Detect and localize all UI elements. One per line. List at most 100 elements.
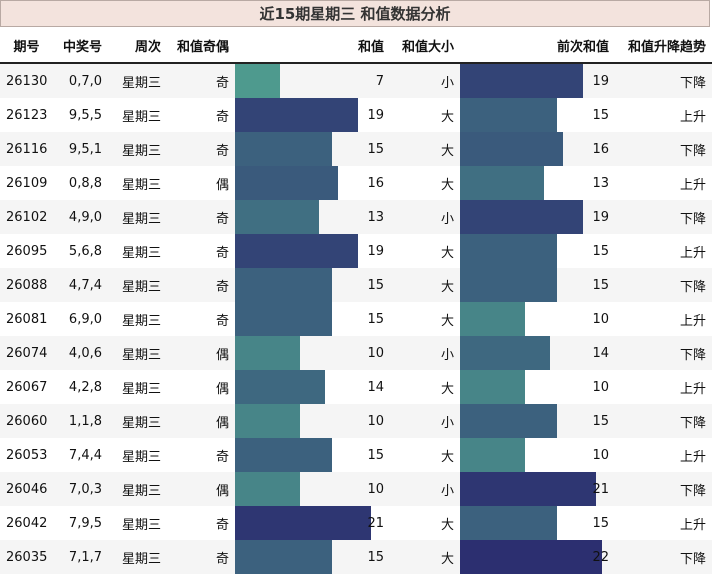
- prev-sum-cell: 14: [460, 336, 615, 370]
- parity-cell: 奇: [167, 63, 235, 98]
- sum-value: 16: [367, 175, 384, 191]
- prev-sum-cell: 19: [460, 63, 615, 98]
- parity-cell: 偶: [167, 404, 235, 438]
- weekday-cell: 星期三: [108, 268, 167, 302]
- prev-sum-cell: 10: [460, 302, 615, 336]
- sum-bar: [235, 404, 300, 438]
- weekday-cell: 星期三: [108, 234, 167, 268]
- size-cell: 大: [390, 98, 460, 132]
- weekday-cell: 星期三: [108, 166, 167, 200]
- table-row: 26042 7,9,5 星期三奇 21 大 15 上升: [0, 506, 712, 540]
- weekday-cell: 星期三: [108, 98, 167, 132]
- numbers-cell: 6,9,0: [53, 302, 108, 336]
- header-sum: 和值: [235, 28, 390, 64]
- sum-cell: 16: [235, 166, 390, 200]
- weekday-cell: 星期三: [108, 404, 167, 438]
- trend-cell: 下降: [615, 472, 712, 506]
- size-cell: 小: [390, 472, 460, 506]
- numbers-cell: 7,0,3: [53, 472, 108, 506]
- sum-bar: [235, 336, 300, 370]
- numbers-cell: 7,4,4: [53, 438, 108, 472]
- trend-cell: 下降: [615, 540, 712, 574]
- parity-cell: 奇: [167, 132, 235, 166]
- header-trend: 和值升降趋势: [615, 28, 712, 64]
- table-row: 26130 0,7,0 星期三奇 7 小 19 下降: [0, 63, 712, 98]
- sum-bar: [235, 506, 371, 540]
- sum-value: 10: [367, 413, 384, 429]
- sum-value: 19: [367, 243, 384, 259]
- sum-bar: [235, 132, 332, 166]
- numbers-cell: 4,0,6: [53, 336, 108, 370]
- parity-cell: 奇: [167, 268, 235, 302]
- sum-value: 13: [367, 209, 384, 225]
- weekday-cell: 星期三: [108, 506, 167, 540]
- issue-cell: 26053: [0, 438, 53, 472]
- numbers-cell: 4,7,4: [53, 268, 108, 302]
- table-row: 26053 7,4,4 星期三奇 15 大 10 上升: [0, 438, 712, 472]
- issue-cell: 26067: [0, 370, 53, 404]
- weekday-cell: 星期三: [108, 370, 167, 404]
- sum-bar: [235, 234, 358, 268]
- prev-sum-cell: 10: [460, 438, 615, 472]
- parity-cell: 奇: [167, 438, 235, 472]
- issue-cell: 26046: [0, 472, 53, 506]
- prev-sum-value: 15: [592, 515, 609, 531]
- sum-bar: [235, 370, 326, 404]
- header-weekday: 周次: [108, 28, 167, 64]
- prev-sum-value: 10: [592, 311, 609, 327]
- trend-cell: 下降: [615, 336, 712, 370]
- issue-cell: 26042: [0, 506, 53, 540]
- prev-sum-bar: [460, 200, 583, 234]
- parity-cell: 奇: [167, 302, 235, 336]
- sum-bar: [235, 438, 332, 472]
- numbers-cell: 7,1,7: [53, 540, 108, 574]
- weekday-cell: 星期三: [108, 302, 167, 336]
- prev-sum-bar: [460, 64, 583, 98]
- sum-value: 15: [367, 311, 384, 327]
- size-cell: 大: [390, 540, 460, 574]
- prev-sum-value: 15: [592, 107, 609, 123]
- trend-cell: 下降: [615, 404, 712, 438]
- prev-sum-bar: [460, 98, 557, 132]
- sum-bar: [235, 540, 332, 574]
- table-row: 26109 0,8,8 星期三偶 16 大 13 上升: [0, 166, 712, 200]
- prev-sum-value: 10: [592, 379, 609, 395]
- size-cell: 大: [390, 234, 460, 268]
- prev-sum-value: 10: [592, 447, 609, 463]
- table-row: 26074 4,0,6 星期三偶 10 小 14 下降: [0, 336, 712, 370]
- size-cell: 大: [390, 506, 460, 540]
- prev-sum-bar: [460, 166, 544, 200]
- header-prev-sum: 前次和值: [460, 28, 615, 64]
- table-row: 26060 1,1,8 星期三偶 10 小 15 下降: [0, 404, 712, 438]
- prev-sum-value: 21: [592, 481, 609, 497]
- sum-cell: 15: [235, 132, 390, 166]
- prev-sum-bar: [460, 404, 557, 438]
- issue-cell: 26123: [0, 98, 53, 132]
- sum-cell: 15: [235, 540, 390, 574]
- trend-cell: 上升: [615, 370, 712, 404]
- numbers-cell: 5,6,8: [53, 234, 108, 268]
- prev-sum-bar: [460, 438, 525, 472]
- header-parity: 和值奇偶: [167, 28, 235, 64]
- parity-cell: 偶: [167, 336, 235, 370]
- prev-sum-value: 15: [592, 277, 609, 293]
- weekday-cell: 星期三: [108, 200, 167, 234]
- sum-value: 7: [375, 73, 384, 89]
- prev-sum-bar: [460, 370, 525, 404]
- header-size: 和值大小: [390, 28, 460, 64]
- size-cell: 大: [390, 132, 460, 166]
- trend-cell: 上升: [615, 506, 712, 540]
- sum-bar: [235, 472, 300, 506]
- prev-sum-cell: 15: [460, 404, 615, 438]
- table-row: 26081 6,9,0 星期三奇 15 大 10 上升: [0, 302, 712, 336]
- trend-cell: 上升: [615, 302, 712, 336]
- sum-bar: [235, 64, 281, 98]
- numbers-cell: 1,1,8: [53, 404, 108, 438]
- issue-cell: 26109: [0, 166, 53, 200]
- weekday-cell: 星期三: [108, 472, 167, 506]
- weekday-cell: 星期三: [108, 336, 167, 370]
- sum-value: 15: [367, 549, 384, 565]
- sum-cell: 15: [235, 302, 390, 336]
- sum-bar: [235, 166, 339, 200]
- trend-cell: 下降: [615, 268, 712, 302]
